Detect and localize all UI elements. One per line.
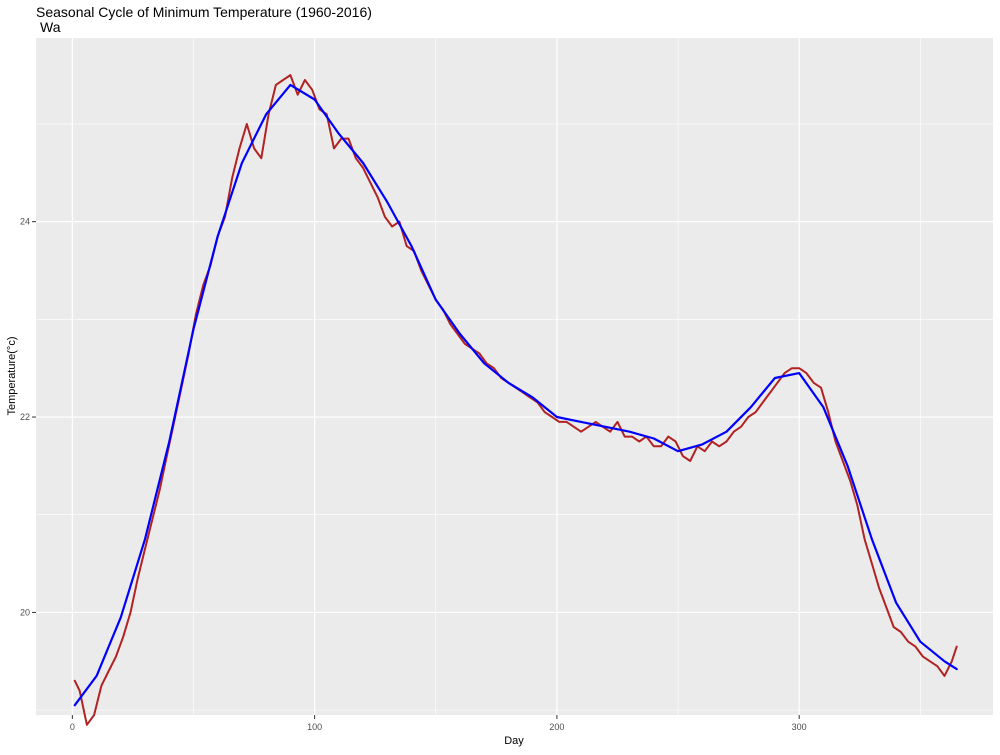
y-tick-label: 24 — [20, 217, 30, 227]
series-layer — [73, 74, 958, 726]
x-tick-label: 300 — [792, 722, 807, 732]
x-axis-label: Day — [504, 735, 524, 747]
x-tick-label: 0 — [70, 722, 75, 732]
y-axis-label: Temperature(°c) — [6, 337, 18, 416]
series-line-smooth — [73, 83, 958, 707]
grid-major — [36, 38, 993, 715]
x-tick-label: 200 — [549, 722, 564, 732]
y-tick-label: 22 — [20, 412, 30, 422]
chart-subtitle: Wa — [40, 19, 61, 35]
y-tick-label: 20 — [20, 607, 30, 617]
chart-title: Seasonal Cycle of Minimum Temperature (1… — [36, 4, 372, 20]
x-axis: 0 100 200 300 — [70, 715, 807, 732]
x-tick-label: 100 — [307, 722, 322, 732]
plot-panel — [36, 38, 993, 715]
y-axis: 20 22 24 — [20, 217, 36, 617]
